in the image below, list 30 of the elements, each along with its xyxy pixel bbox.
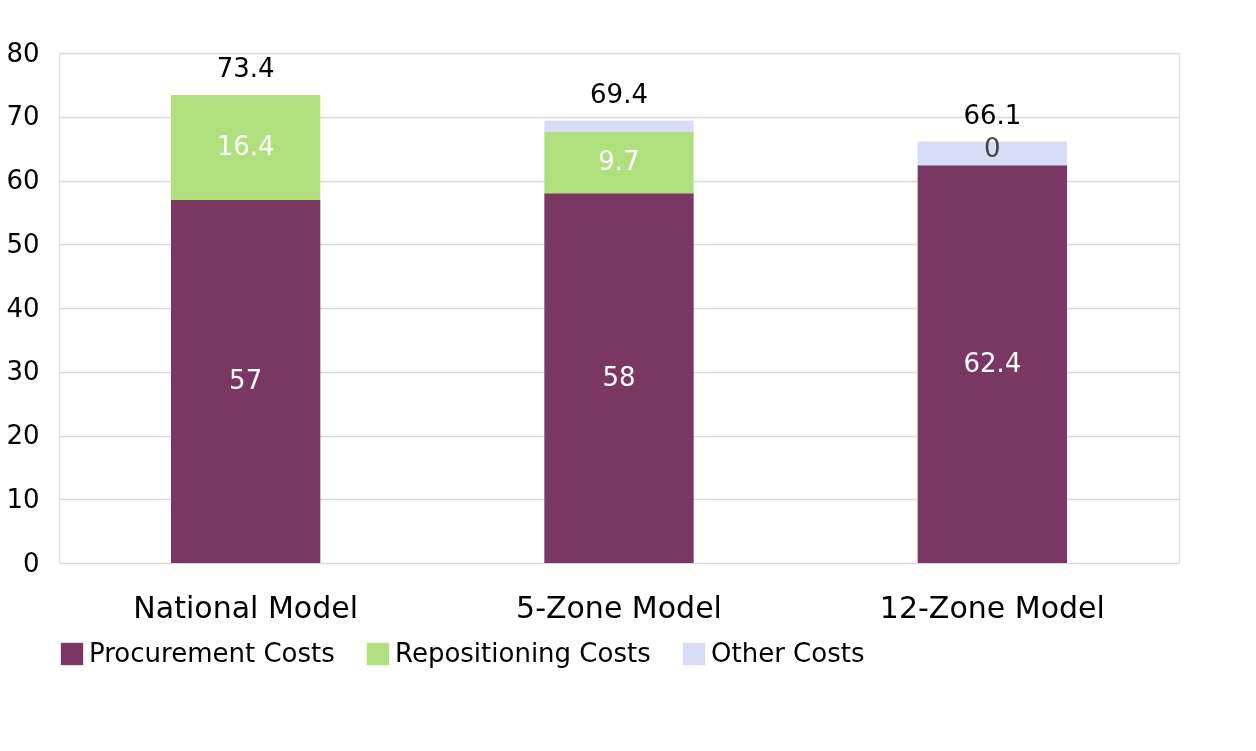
y-tick-label: 0 (22, 547, 40, 578)
legend-label: Other Costs (711, 638, 865, 668)
data-label: 57 (229, 365, 263, 396)
bar (544, 131, 694, 194)
y-tick-label: 70 (6, 101, 40, 132)
y-tick-label: 60 (6, 165, 40, 195)
y-tick-label: 30 (6, 356, 40, 387)
data-label: 16.4 (216, 131, 275, 162)
y-tick-label: 20 (6, 420, 40, 450)
data-label: 58 (602, 362, 636, 393)
data-label: 62.4 (963, 348, 1022, 379)
y-tick-label: 10 (6, 483, 40, 514)
y-tick-label: 80 (6, 37, 40, 68)
y-tick-label: 50 (6, 228, 40, 259)
bar (544, 193, 694, 563)
legend-label: Repositioning Costs (395, 638, 651, 668)
x-tick-label: National Model (133, 589, 358, 625)
x-tick-label: 12-Zone Model (879, 589, 1105, 625)
y-tick-label: 40 (6, 292, 40, 323)
total-label: 69.4 (590, 78, 648, 109)
data-label: 0 (984, 133, 1001, 164)
x-tick-label: 5-Zone Model (516, 589, 722, 625)
bar (171, 199, 321, 563)
legend-label: Procurement Costs (89, 638, 335, 668)
data-label: 9.7 (598, 146, 640, 177)
bar (171, 95, 321, 200)
bar (917, 165, 1067, 563)
bar (544, 120, 694, 132)
total-label: 73.4 (216, 53, 275, 84)
total-label: 66.1 (963, 99, 1022, 130)
